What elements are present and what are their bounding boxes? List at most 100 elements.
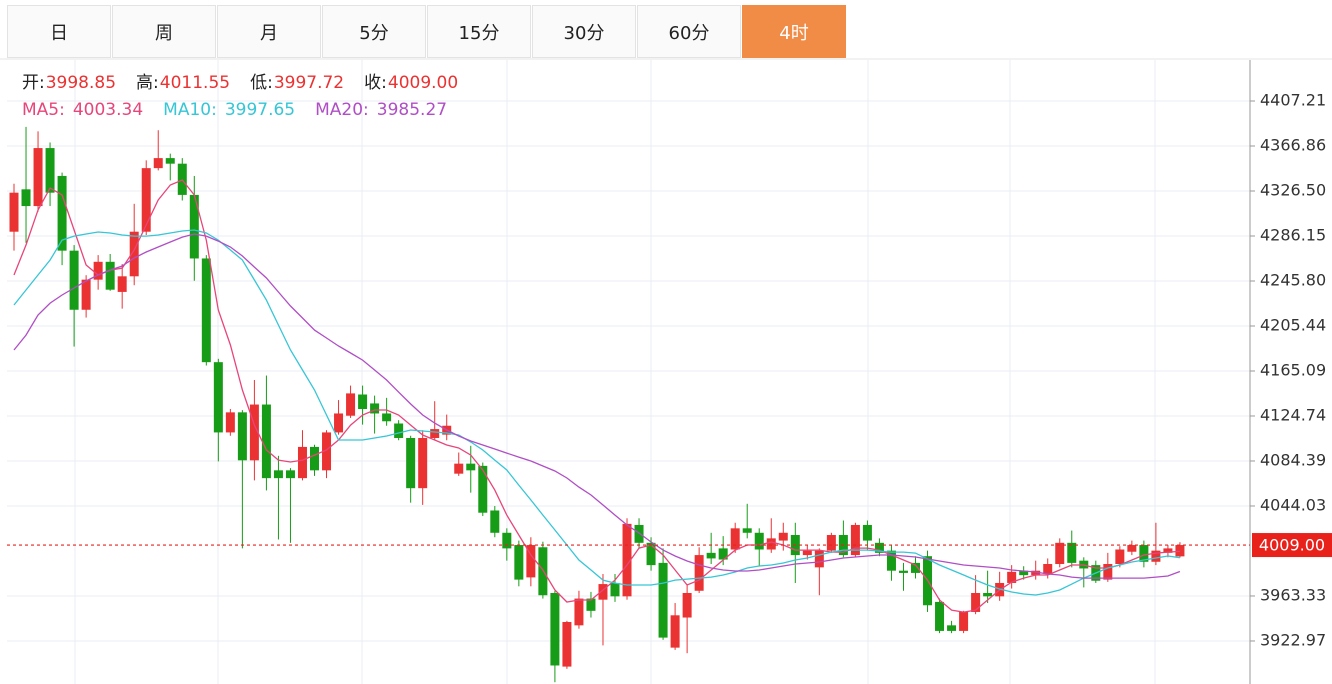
candle-body [670, 615, 680, 648]
y-tick-label: 4165.09 [1260, 360, 1326, 379]
period-tab[interactable]: 日 [7, 5, 111, 58]
candle-body [802, 550, 812, 556]
candle-body [959, 611, 969, 631]
candle-body [1103, 564, 1113, 580]
candle-body [153, 158, 163, 169]
candle-body [586, 598, 596, 611]
candle-body [862, 524, 872, 541]
y-tick-label: 4044.03 [1260, 495, 1326, 514]
candle-body [730, 528, 740, 550]
candle-body [526, 545, 536, 578]
candle-body [1007, 571, 1017, 583]
candle-body [382, 413, 392, 422]
y-tick-label: 3922.97 [1260, 630, 1326, 649]
candle-body [334, 413, 344, 433]
period-tab[interactable]: 30分 [532, 5, 636, 58]
candle-body [9, 192, 19, 232]
period-tab[interactable]: 4时 [742, 5, 846, 58]
candle-body [129, 231, 139, 277]
ma-line [13, 229, 1180, 596]
candle-body [33, 148, 43, 207]
candle-body [971, 592, 981, 612]
period-tab[interactable]: 周 [112, 5, 216, 58]
y-tick-label: 3963.33 [1260, 585, 1326, 604]
candle-body [81, 279, 91, 310]
candle-body [850, 524, 860, 556]
candle-body [562, 621, 572, 667]
period-tab[interactable]: 15分 [427, 5, 531, 58]
candle-body [189, 194, 199, 259]
candle-body [574, 598, 584, 626]
period-tab[interactable]: 5分 [322, 5, 426, 58]
candle-body [947, 625, 957, 631]
ohlc-label: 低: [250, 73, 273, 93]
candle-body [1127, 545, 1137, 552]
candle-body [117, 276, 127, 292]
ohlc-value: 4009.00 [388, 73, 458, 93]
candle-body [886, 550, 896, 571]
candle-body [742, 528, 752, 533]
legend-value: 3985.27 [377, 100, 447, 120]
candle-body [694, 555, 704, 591]
candle-body [634, 524, 644, 543]
ohlc-label: 开: [22, 73, 45, 93]
candle-body [273, 470, 283, 479]
candle-body [1043, 564, 1053, 575]
legend-label: MA20: [315, 100, 369, 120]
y-tick-label: 4124.74 [1260, 405, 1326, 424]
candle-body [261, 404, 271, 479]
candle-body [57, 175, 67, 251]
candle-body [21, 189, 31, 207]
candle-body [285, 470, 295, 479]
price-label: 4009.00 [1259, 536, 1325, 555]
candle-body [1019, 570, 1029, 576]
candle-body [718, 548, 728, 560]
legend-label: MA10: [163, 100, 217, 120]
candle-body [358, 394, 368, 410]
y-tick-label: 4286.15 [1260, 225, 1326, 244]
candle-body [754, 532, 764, 550]
candle-body [658, 562, 668, 638]
y-tick-label: 4366.86 [1260, 135, 1326, 154]
candle-body [394, 423, 404, 438]
candle-body [201, 258, 211, 363]
candle-body [69, 250, 79, 310]
candle-body [646, 542, 656, 566]
candle-body [778, 532, 788, 541]
candle-body [45, 148, 55, 193]
candle-body [622, 523, 632, 597]
ohlc-label: 高: [136, 73, 159, 93]
candle-body [502, 532, 512, 549]
candle-body [598, 584, 608, 600]
ohlc-label: 收: [364, 73, 387, 93]
candle-body [610, 582, 620, 597]
period-tab[interactable]: 60分 [637, 5, 741, 58]
ohlc-value: 3998.85 [46, 73, 116, 93]
candle-body [911, 562, 920, 573]
candle-body [514, 545, 524, 580]
candle-body [706, 552, 716, 559]
period-tab[interactable]: 月 [217, 5, 321, 58]
y-tick-label: 4084.39 [1260, 450, 1326, 469]
candle-body [826, 535, 836, 551]
y-tick-label: 4205.44 [1260, 315, 1326, 334]
candle-body [1031, 570, 1041, 576]
candle-body [874, 542, 884, 553]
candle-body [1139, 545, 1149, 562]
ma-line [13, 179, 1180, 613]
candle-body [406, 437, 416, 489]
y-tick-label: 4407.21 [1260, 91, 1326, 110]
legend-value: 3997.65 [225, 100, 295, 120]
candle-body [237, 412, 247, 461]
candle-body [430, 429, 440, 438]
legend-value: 4003.34 [73, 100, 143, 120]
candle-body [898, 570, 908, 573]
legend-label: MA5: [22, 100, 65, 120]
candle-body [165, 158, 175, 164]
ma-line [13, 233, 1181, 579]
candle-body [466, 463, 476, 471]
candle-body [249, 404, 259, 461]
candle-body [225, 412, 235, 433]
